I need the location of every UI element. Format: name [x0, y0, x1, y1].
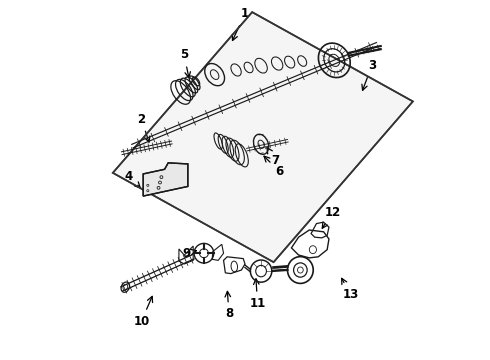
Text: 3: 3 — [362, 59, 376, 90]
Text: 4: 4 — [125, 170, 140, 188]
Text: 10: 10 — [133, 296, 152, 328]
Text: 8: 8 — [225, 291, 233, 320]
Text: 2: 2 — [137, 113, 150, 142]
Polygon shape — [143, 163, 188, 196]
Text: 11: 11 — [249, 279, 266, 310]
Text: 7: 7 — [267, 148, 279, 167]
Text: 1: 1 — [232, 8, 249, 40]
Polygon shape — [113, 12, 413, 262]
Text: 9: 9 — [182, 247, 196, 260]
Text: 12: 12 — [322, 206, 341, 228]
Text: 13: 13 — [342, 278, 359, 301]
Text: 5: 5 — [180, 49, 191, 78]
Text: 6: 6 — [264, 156, 283, 177]
